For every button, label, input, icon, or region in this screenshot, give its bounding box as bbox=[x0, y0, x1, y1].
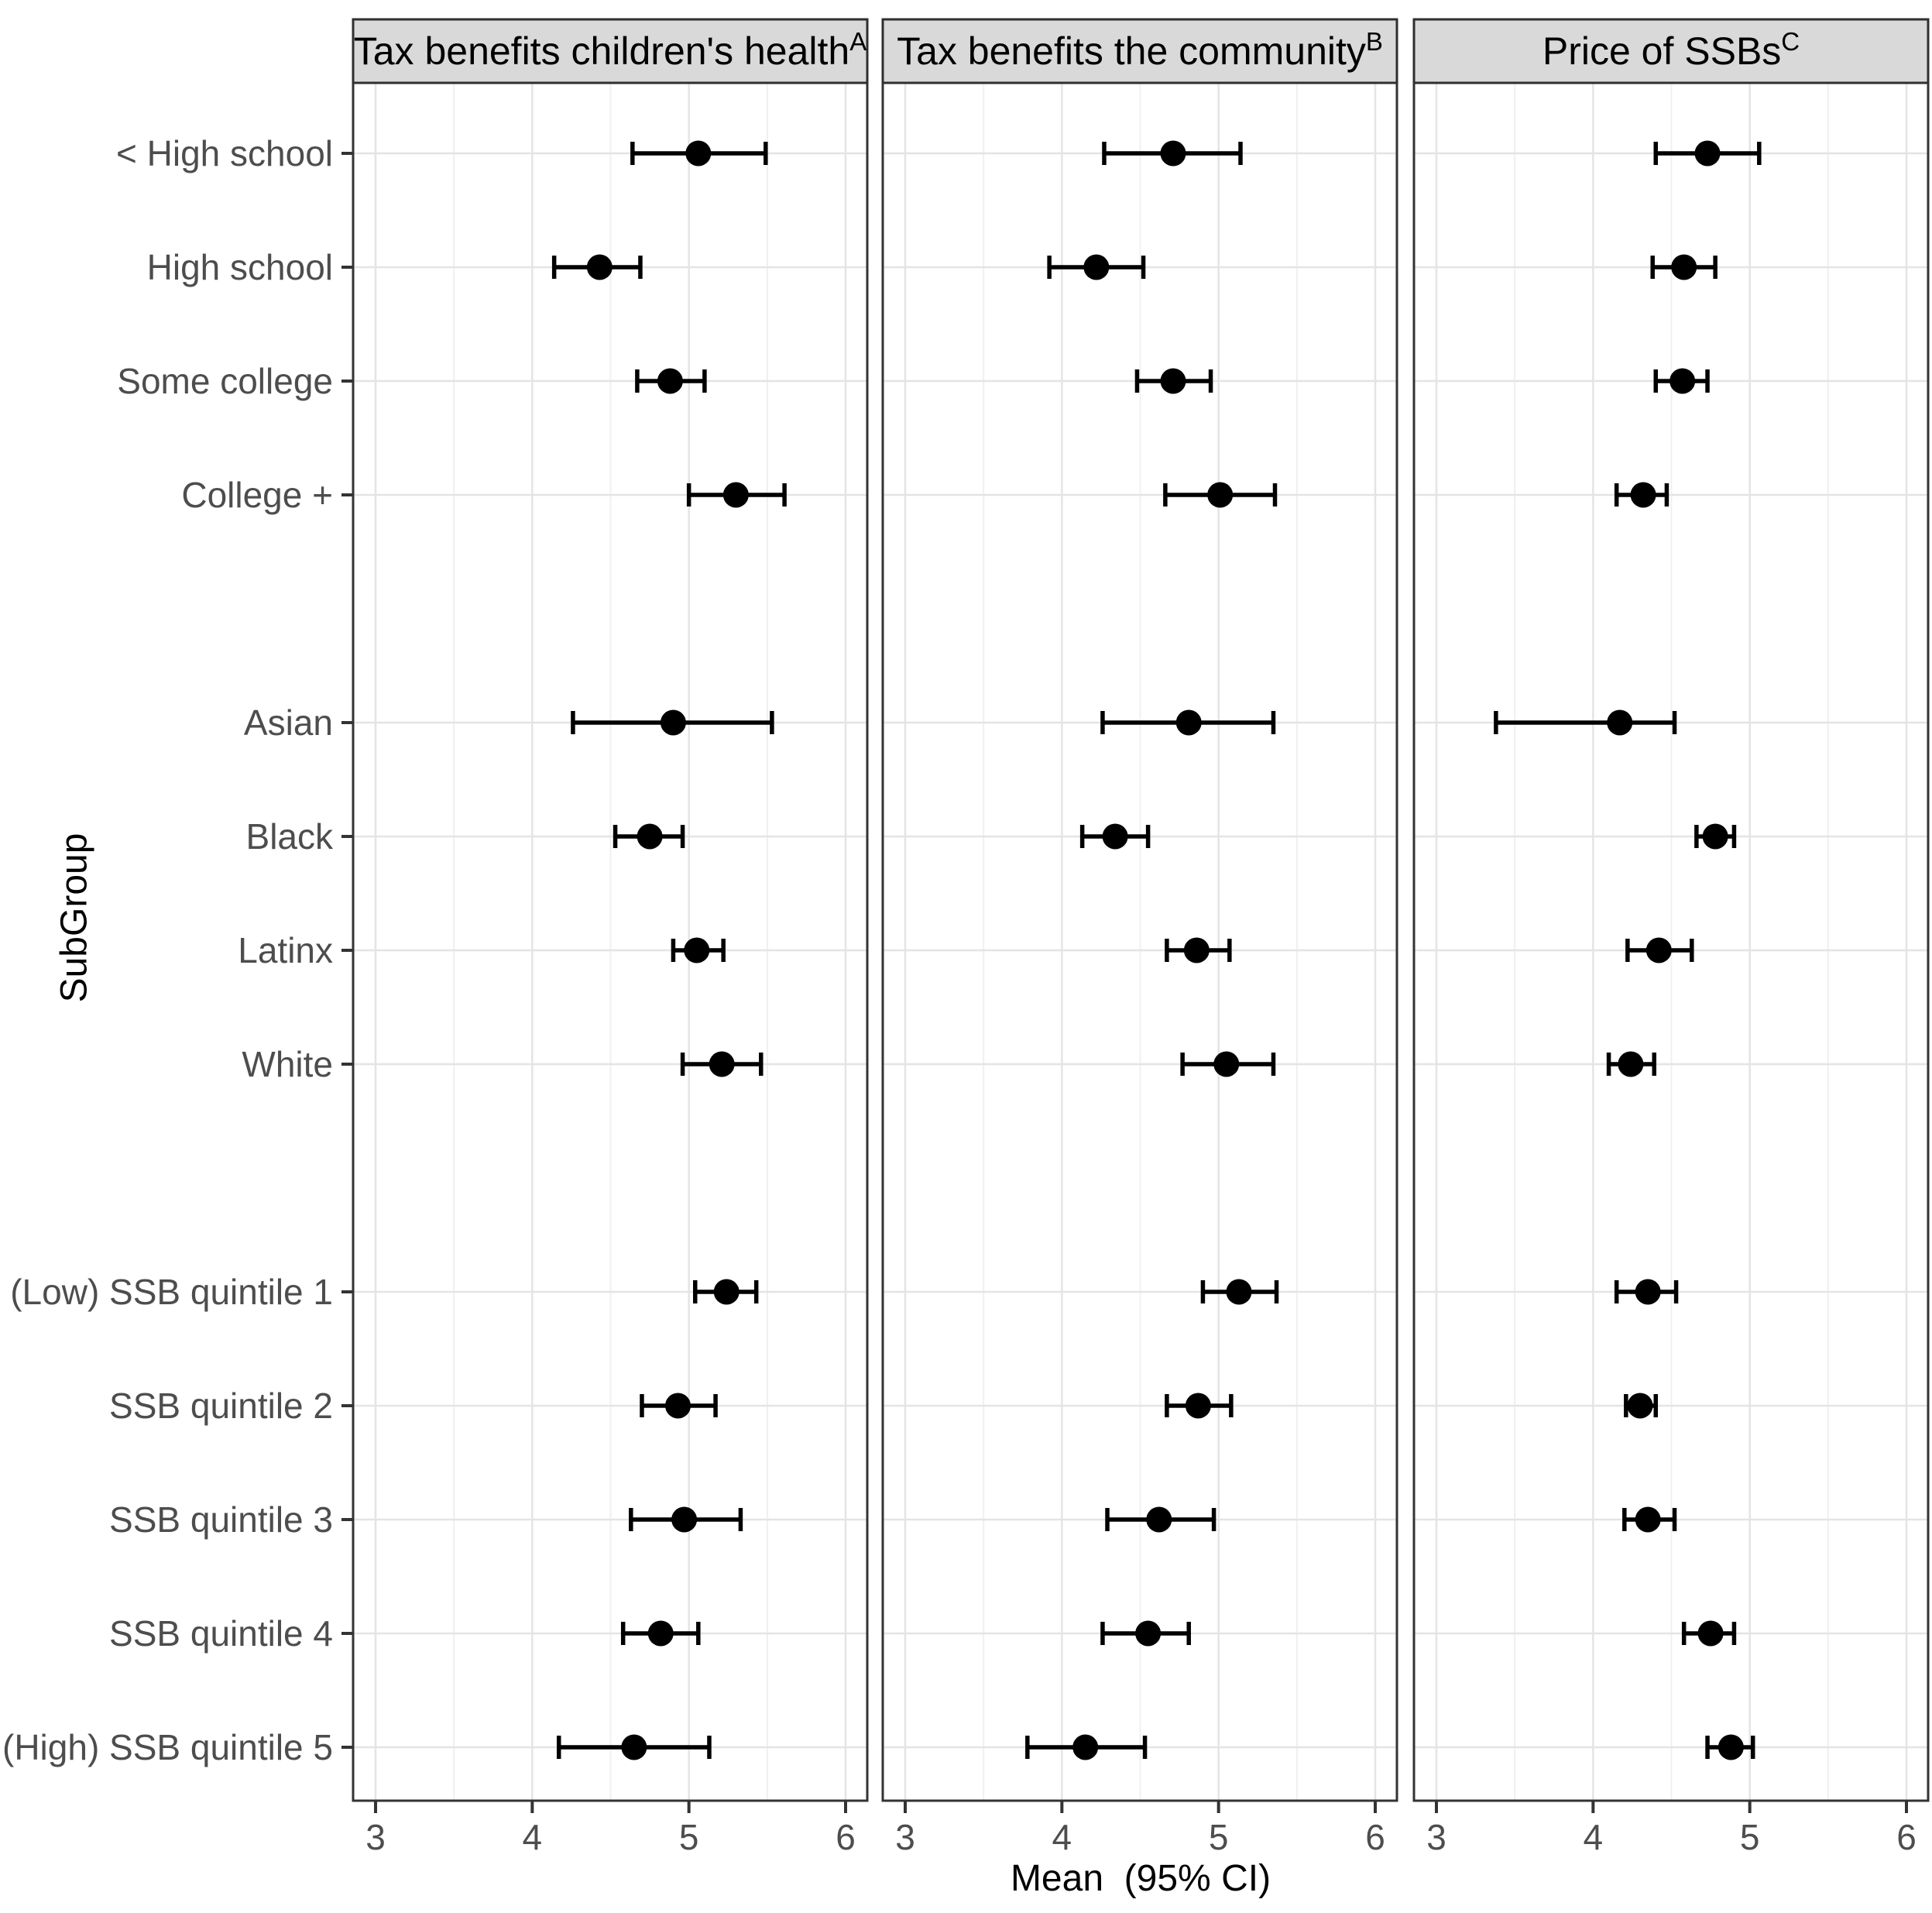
x-tick-label: 6 bbox=[1896, 1817, 1917, 1857]
mean-point bbox=[637, 823, 663, 850]
mean-point bbox=[1635, 1279, 1661, 1305]
mean-point bbox=[665, 1393, 691, 1419]
mean-point bbox=[1618, 1051, 1644, 1077]
x-tick-label: 4 bbox=[523, 1817, 543, 1857]
mean-point bbox=[709, 1051, 735, 1077]
y-tick-label: SSB quintile 4 bbox=[109, 1613, 333, 1654]
x-tick-label: 6 bbox=[836, 1817, 856, 1857]
mean-point bbox=[1135, 1620, 1162, 1647]
facet-strip bbox=[881, 18, 1398, 84]
mean-point bbox=[1630, 482, 1656, 508]
mean-point bbox=[1207, 482, 1234, 508]
x-tick-label: 6 bbox=[1365, 1817, 1385, 1857]
y-tick-label: Latinx bbox=[238, 930, 333, 970]
y-tick-label: White bbox=[242, 1044, 333, 1084]
mean-point bbox=[1083, 254, 1110, 280]
y-tick-label: College + bbox=[181, 475, 333, 515]
x-tick-label: 5 bbox=[679, 1817, 699, 1857]
x-tick-label: 5 bbox=[1209, 1817, 1229, 1857]
mean-point bbox=[1160, 140, 1186, 167]
x-tick-label: 4 bbox=[1584, 1817, 1604, 1857]
x-tick-label: 3 bbox=[895, 1817, 915, 1857]
mean-point bbox=[1183, 937, 1210, 963]
mean-point bbox=[671, 1506, 698, 1533]
mean-point bbox=[1718, 1734, 1744, 1760]
y-tick-label: SSB quintile 3 bbox=[109, 1499, 333, 1540]
mean-point bbox=[1694, 140, 1721, 167]
y-tick-label: Some college bbox=[117, 361, 333, 401]
mean-point bbox=[1072, 1734, 1099, 1760]
x-tick-label: 5 bbox=[1740, 1817, 1760, 1857]
x-axis-title: Mean (95% CI) bbox=[1010, 1858, 1271, 1899]
mean-point bbox=[1213, 1051, 1240, 1077]
mean-point bbox=[1160, 368, 1186, 394]
mean-point bbox=[1671, 254, 1697, 280]
facet-title: Price of SSBsC bbox=[1543, 27, 1800, 73]
mean-point bbox=[713, 1279, 740, 1305]
y-tick-label: < High school bbox=[116, 133, 333, 173]
mean-point bbox=[1627, 1393, 1653, 1419]
mean-point bbox=[1697, 1620, 1724, 1647]
mean-point bbox=[1607, 709, 1633, 736]
facet-title: Tax benefits the communityB bbox=[897, 27, 1383, 73]
mean-point bbox=[1669, 368, 1696, 394]
x-tick-label: 4 bbox=[1052, 1817, 1072, 1857]
y-tick-label: (Low) SSB quintile 1 bbox=[10, 1272, 333, 1312]
mean-point bbox=[1226, 1279, 1252, 1305]
mean-point bbox=[1702, 823, 1728, 850]
x-tick-label: 3 bbox=[365, 1817, 386, 1857]
mean-point bbox=[586, 254, 613, 280]
y-tick-label: Asian bbox=[244, 702, 333, 743]
y-tick-label: SSB quintile 2 bbox=[109, 1386, 333, 1426]
facet-strip bbox=[1412, 18, 1930, 84]
mean-point bbox=[1645, 937, 1672, 963]
y-tick-label: (High) SSB quintile 5 bbox=[2, 1727, 333, 1767]
mean-point bbox=[1102, 823, 1128, 850]
mean-point bbox=[685, 140, 712, 167]
x-tick-label: 3 bbox=[1426, 1817, 1446, 1857]
y-tick-label: High school bbox=[147, 247, 333, 287]
mean-point bbox=[621, 1734, 647, 1760]
mean-point bbox=[657, 368, 683, 394]
mean-point bbox=[1146, 1506, 1172, 1533]
y-tick-label: Black bbox=[246, 816, 334, 857]
mean-point bbox=[1635, 1506, 1661, 1533]
y-axis-title: SubGroup bbox=[53, 833, 95, 1003]
mean-point bbox=[722, 482, 749, 508]
mean-point bbox=[1175, 709, 1202, 736]
facet-strip bbox=[352, 18, 869, 84]
mean-point bbox=[660, 709, 686, 736]
mean-point bbox=[1185, 1393, 1211, 1419]
mean-point bbox=[647, 1620, 674, 1647]
facet-title: Tax benefits children's healthA bbox=[354, 27, 867, 73]
mean-point bbox=[684, 937, 710, 963]
